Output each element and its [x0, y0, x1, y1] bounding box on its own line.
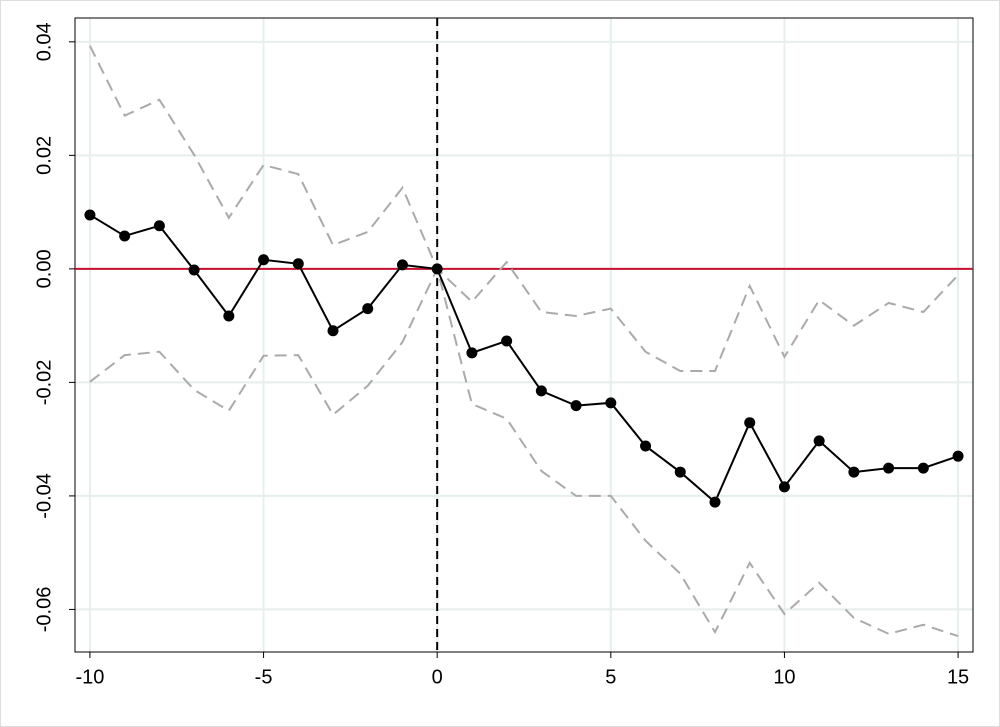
data-point: [431, 263, 443, 275]
data-point: [466, 347, 478, 359]
series-line: [89, 45, 959, 373]
data-point: [640, 440, 652, 452]
x-tick-label: -5: [255, 666, 273, 688]
y-tick-label: -0.06: [33, 587, 55, 633]
plot-frame: [74, 17, 974, 653]
data-point: [883, 462, 895, 474]
series-line: [89, 214, 959, 504]
x-tick-label: 10: [773, 666, 795, 688]
data-point: [258, 254, 270, 266]
y-tick-label: 0.04: [33, 22, 55, 61]
series-line: [89, 265, 959, 638]
data-point: [535, 385, 547, 397]
data-point: [848, 466, 860, 478]
data-point: [744, 417, 756, 429]
data-point: [813, 435, 825, 447]
data-point: [327, 325, 339, 337]
data-point: [84, 209, 96, 221]
y-tick-label: 0.00: [33, 249, 55, 288]
y-tick-label: -0.04: [33, 473, 55, 519]
data-point: [188, 264, 200, 276]
data-point: [119, 230, 131, 242]
data-point: [396, 259, 408, 271]
data-point: [778, 481, 790, 493]
x-tick-label: -10: [75, 666, 104, 688]
data-point: [570, 400, 582, 412]
x-tick-label: 0: [432, 666, 443, 688]
data-point: [674, 466, 686, 478]
x-tick-label: 15: [947, 666, 969, 688]
y-tick-label: -0.02: [33, 360, 55, 406]
data-point: [952, 450, 964, 462]
data-point: [362, 303, 374, 315]
data-point: [292, 258, 304, 270]
data-point: [709, 496, 721, 508]
x-tick-label: 5: [605, 666, 616, 688]
y-tick-label: 0.02: [33, 136, 55, 175]
data-point: [501, 335, 513, 347]
data-point: [223, 310, 235, 322]
data-point: [153, 220, 165, 232]
data-point: [917, 462, 929, 474]
data-point: [605, 397, 617, 409]
